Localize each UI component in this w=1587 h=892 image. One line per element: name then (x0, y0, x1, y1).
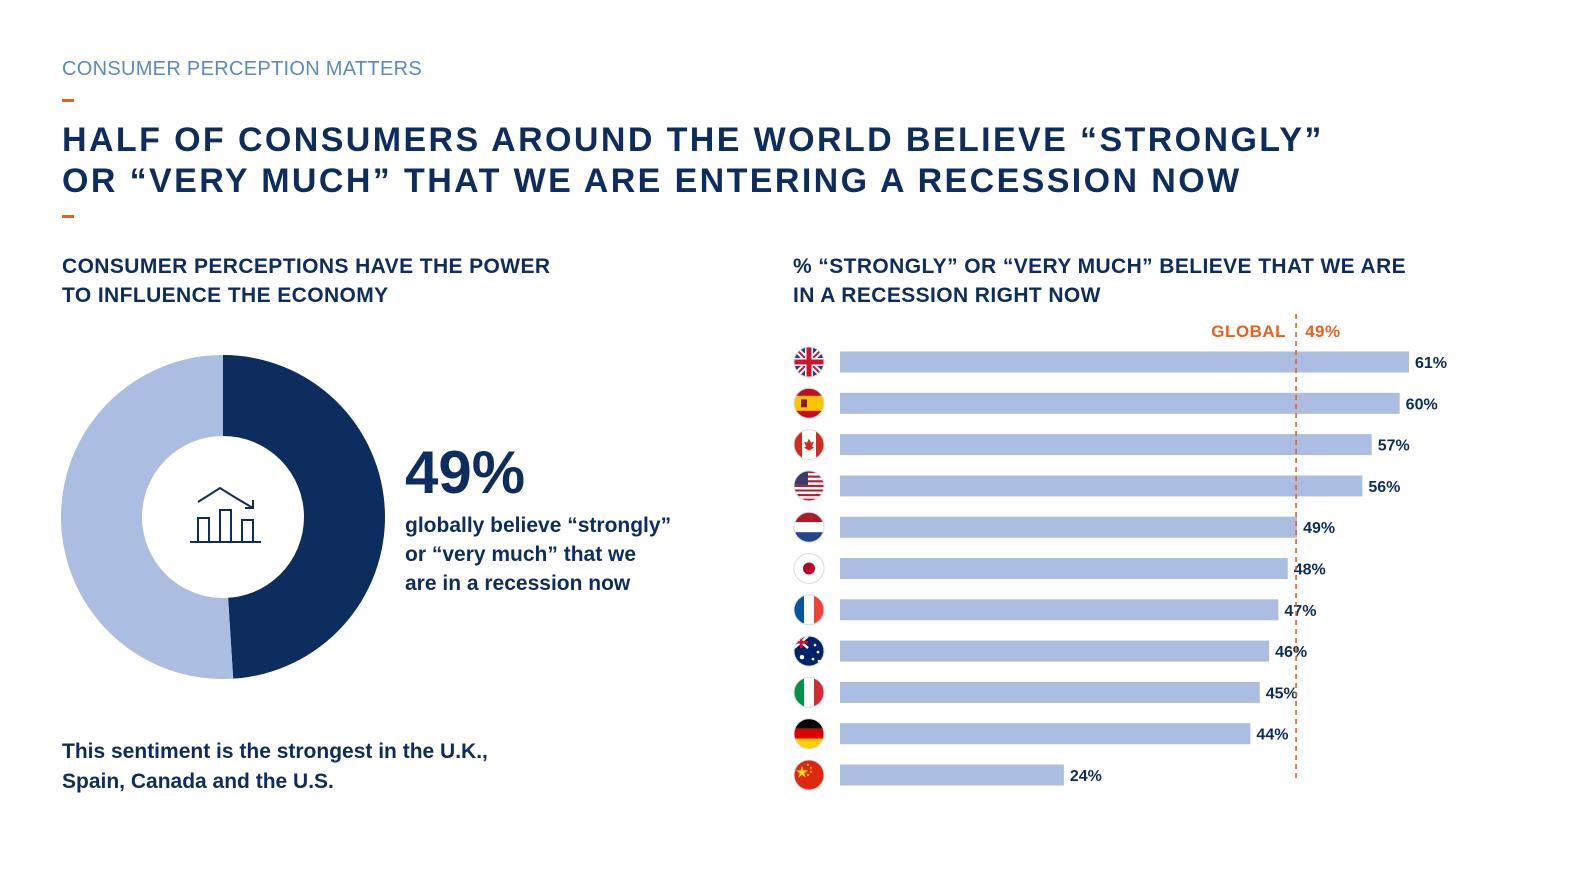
bar-value-label: 48% (1294, 562, 1326, 579)
bar-netherlands (840, 516, 1298, 538)
canada-flag-icon (794, 429, 824, 460)
bar-china (840, 764, 1064, 786)
australia-flag-icon (794, 636, 824, 667)
donut-hole (142, 436, 304, 598)
bar-value-label: 57% (1378, 438, 1410, 455)
donut-slice-strongly-very-much (223, 355, 385, 679)
bar-canada (840, 434, 1372, 456)
bar-value-label: 56% (1368, 479, 1400, 496)
uk-flag-icon (794, 347, 824, 377)
flag-outline (793, 594, 825, 626)
bar-italy (840, 681, 1260, 703)
flag-outline (793, 429, 825, 461)
netherlands-flag-icon (794, 512, 824, 543)
bar-value-label: 24% (1070, 768, 1102, 785)
headline-line-2: OR “VERY MUCH” THAT WE ARE ENTERING A RE… (62, 162, 1242, 200)
flag-outline (793, 346, 825, 378)
flag-outline (793, 470, 825, 502)
stat-description: globally believe “strongly” or “very muc… (405, 511, 671, 598)
bar-germany (840, 723, 1251, 745)
bar-value-label: 44% (1256, 727, 1288, 744)
chart-title-line-2: IN A RECESSION RIGHT NOW (793, 284, 1101, 307)
accent-dash-bottom (62, 215, 74, 218)
flag-outline (793, 676, 825, 708)
bar-value-label: 45% (1266, 685, 1298, 702)
bar-france (840, 599, 1279, 621)
left-subhead: CONSUMER PERCEPTIONS HAVE THE POWER TO I… (62, 252, 551, 310)
page-title: HALF OF CONSUMERS AROUND THE WORLD BELIE… (62, 120, 1324, 202)
global-stat: 49% (405, 439, 526, 506)
japan-flag-icon (794, 553, 824, 584)
spain-flag-icon (794, 388, 824, 419)
sentiment-note: This sentiment is the strongest in the U… (62, 737, 488, 797)
france-flag-icon (794, 594, 824, 625)
bar-japan (840, 558, 1288, 579)
left-subhead-line-1: CONSUMER PERCEPTIONS HAVE THE POWER (62, 255, 551, 278)
flag-outline (793, 759, 825, 791)
flag-outline (793, 511, 825, 543)
bar-value-label: 60% (1406, 396, 1438, 413)
bar-u-k (840, 351, 1409, 373)
stat-description-line-2: or “very much” that we (405, 543, 637, 566)
flag-outline (793, 553, 825, 584)
bar-value-label: 49% (1303, 520, 1335, 537)
flag-outline (793, 635, 825, 667)
stat-description-line-1: globally believe “strongly” (405, 514, 672, 537)
germany-flag-icon (794, 718, 824, 749)
bar-chart: 61% 60% 57% 56% 49% 48% 47% 46% 45% 44% 24% GLOBAL… (793, 314, 1447, 791)
china-flag-icon (794, 760, 824, 790)
bar-australia (840, 640, 1270, 662)
bar-u-s (840, 475, 1363, 497)
left-subhead-line-2: TO INFLUENCE THE ECONOMY (62, 284, 389, 307)
bar-value-label: 47% (1284, 603, 1316, 620)
stat-description-line-3: are in a recession now (405, 572, 631, 595)
flag-outline (793, 387, 825, 419)
headline-line-1: HALF OF CONSUMERS AROUND THE WORLD BELIE… (62, 121, 1324, 159)
global-reference-label: GLOBAL (1211, 322, 1286, 341)
chart-title: % “STRONGLY” OR “VERY MUCH” BELIEVE THAT… (793, 252, 1406, 310)
donut-chart (60, 355, 385, 679)
sentiment-note-line-1: This sentiment is the strongest in the U… (62, 740, 488, 763)
flag-outline (793, 718, 825, 750)
bar-spain (840, 392, 1400, 414)
bar-value-label: 61% (1415, 355, 1447, 372)
chart-title-line-1: % “STRONGLY” OR “VERY MUCH” BELIEVE THAT… (793, 255, 1407, 278)
global-reference-value: 49% (1305, 322, 1341, 341)
italy-flag-icon (794, 677, 824, 708)
accent-dash-top (62, 99, 74, 102)
eyebrow: CONSUMER PERCEPTION MATTERS (62, 58, 422, 80)
bar-value-label: 46% (1275, 644, 1307, 661)
bar-chart-down-trend-icon (190, 486, 261, 543)
sentiment-note-line-2: Spain, Canada and the U.S. (62, 770, 334, 793)
